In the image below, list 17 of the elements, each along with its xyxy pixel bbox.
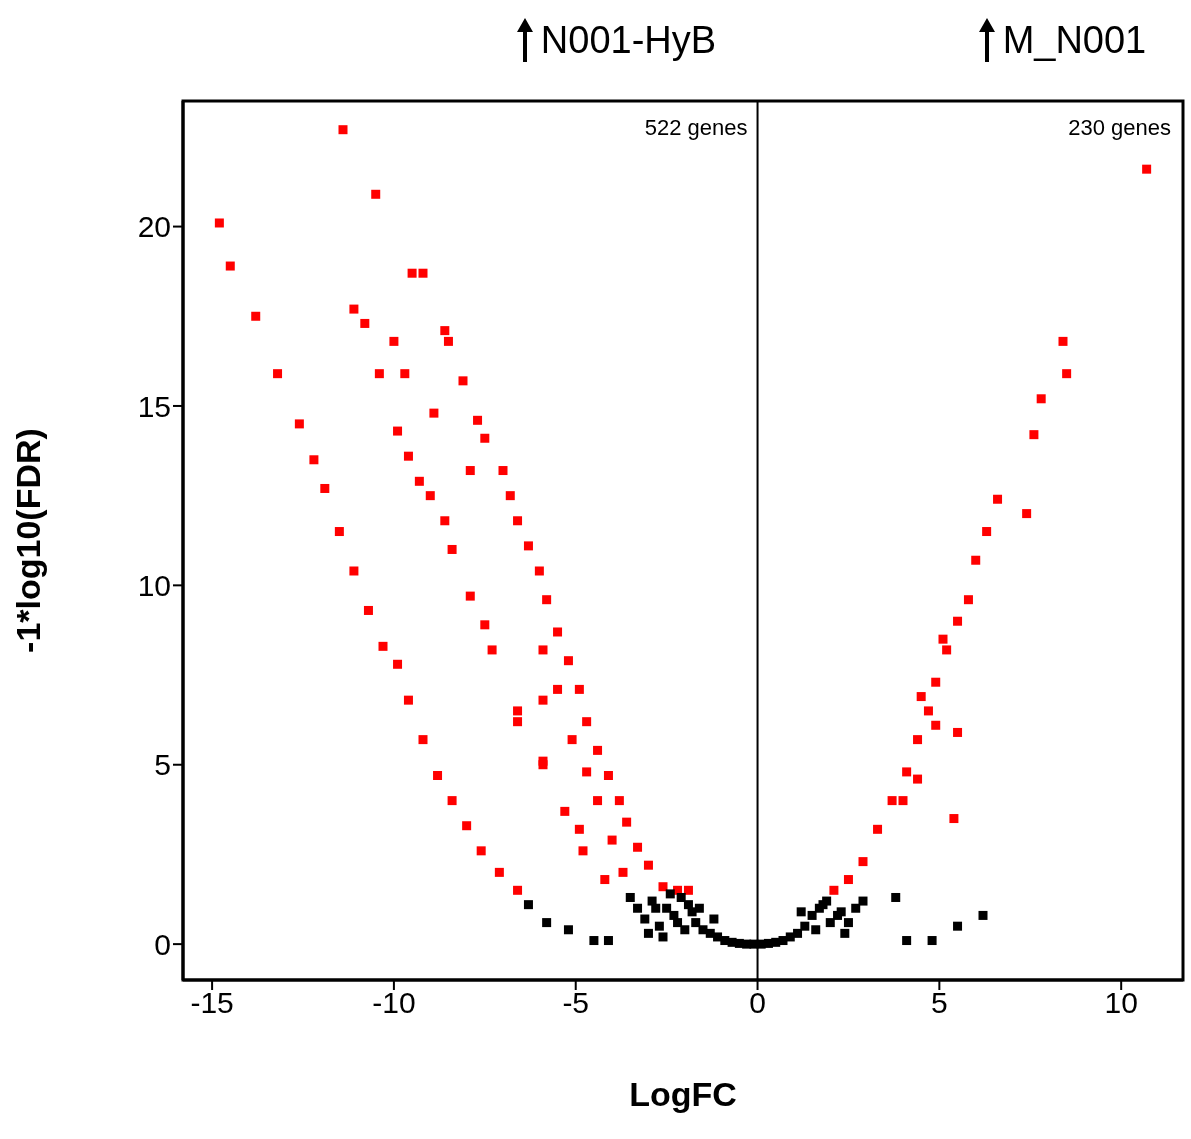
x-axis-title: LogFC (629, 1075, 737, 1113)
x-tick-label: 0 (749, 986, 766, 1020)
y-axis-title: -1*log10(FDR) (9, 428, 48, 653)
text: N001-HyB (540, 18, 717, 62)
x-tick-label: -15 (190, 986, 234, 1020)
y-tick-label: 5 (154, 748, 171, 782)
text: M_N001 (1002, 18, 1147, 62)
x-tick-label: -10 (372, 986, 416, 1020)
annotation: 230 genes (1068, 115, 1171, 141)
y-tick-label: 10 (137, 569, 171, 602)
y-tick-label: 15 (137, 389, 171, 423)
x-tick-label: 10 (1104, 986, 1138, 1020)
x-tick-label: 5 (931, 986, 948, 1020)
y-tick-label: 20 (137, 210, 171, 244)
y-tick-label: 0 (154, 927, 171, 961)
x-tick-label: -5 (562, 986, 590, 1020)
annotation: 522 genes (644, 115, 748, 141)
